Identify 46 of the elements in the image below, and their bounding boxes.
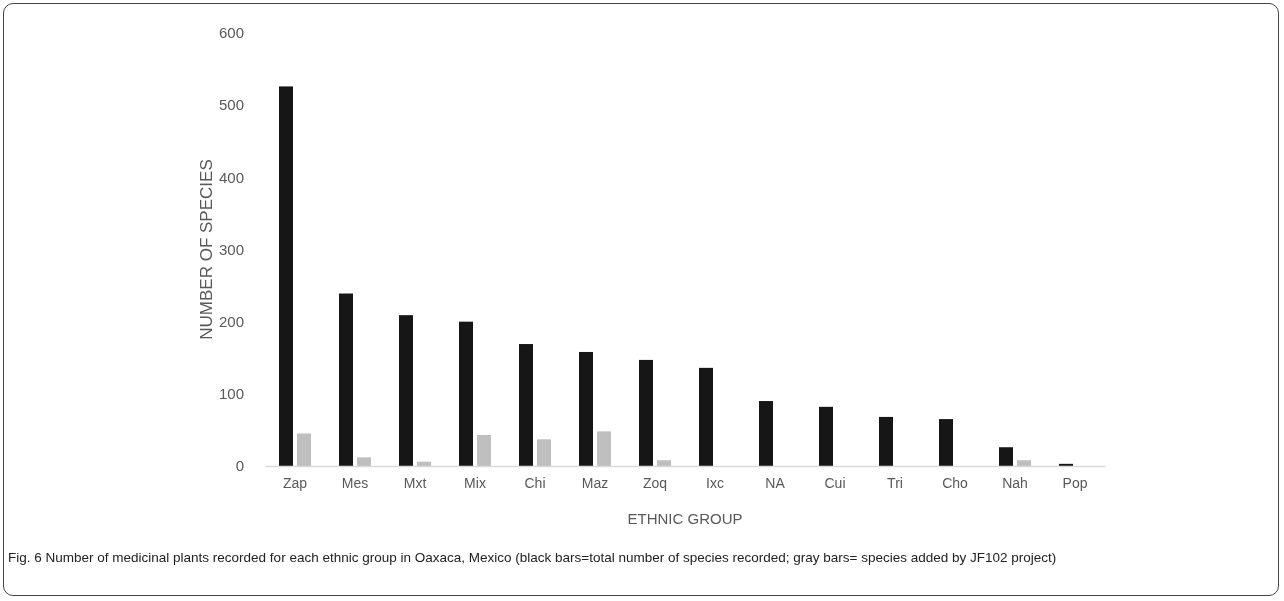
bar: [459, 321, 473, 466]
bar: [759, 401, 773, 466]
bar: [657, 460, 671, 466]
bar: [537, 439, 551, 466]
bar: [639, 359, 653, 466]
bar: [279, 86, 293, 466]
bar: [999, 447, 1013, 466]
bar: [699, 367, 713, 466]
x-tick-label: Cho: [942, 474, 969, 491]
x-tick-label: Zoq: [642, 474, 668, 491]
y-tick-label: 400: [218, 168, 244, 186]
x-tick-label: Mix: [464, 474, 486, 491]
x-tick-label: Tri: [887, 474, 903, 491]
x-tick-label: Mes: [341, 474, 369, 491]
y-tick-label: 100: [218, 385, 244, 403]
bar: [939, 419, 953, 466]
x-tick-label: Cui: [824, 474, 846, 491]
y-tick-label: 500: [218, 96, 244, 114]
caption: Fig. 6 Number of medicinal plants recorded for each ethnic group in Oaxaca, Mexico (black bars=total number of species recorded; gray bars= species added by JF102 project): [8, 549, 1058, 567]
x-tick-label: NA: [765, 474, 786, 491]
x-tick-label: Mxt: [403, 474, 427, 491]
x-tick-label: Ixc: [706, 474, 724, 491]
x-tick-label: Zap: [282, 474, 308, 491]
x-tick-label: Maz: [581, 474, 609, 491]
y-tick-label: 200: [218, 312, 244, 330]
x-tick-label: Nah: [1002, 474, 1028, 491]
bar: [417, 461, 431, 466]
bar: [1059, 463, 1073, 466]
y-tick-label: 600: [218, 24, 244, 42]
bar: [519, 344, 533, 466]
bar: [477, 434, 491, 466]
y-axis-title: NUMBER OF SPECIES: [197, 159, 216, 340]
x-tick-label: Chi: [524, 474, 546, 491]
bar: [879, 416, 893, 466]
bar: [357, 457, 371, 466]
x-axis-title: ETHNIC GROUP: [627, 510, 743, 527]
y-tick-label: 300: [218, 240, 244, 258]
bar: [579, 351, 593, 466]
bar: [297, 433, 311, 466]
x-tick-label: Pop: [1062, 474, 1088, 491]
bar: [339, 293, 353, 466]
bar: [399, 315, 413, 466]
bar: [597, 431, 611, 466]
bar: [1017, 460, 1031, 466]
y-tick-label: 0: [235, 457, 244, 475]
bar: [819, 406, 833, 466]
